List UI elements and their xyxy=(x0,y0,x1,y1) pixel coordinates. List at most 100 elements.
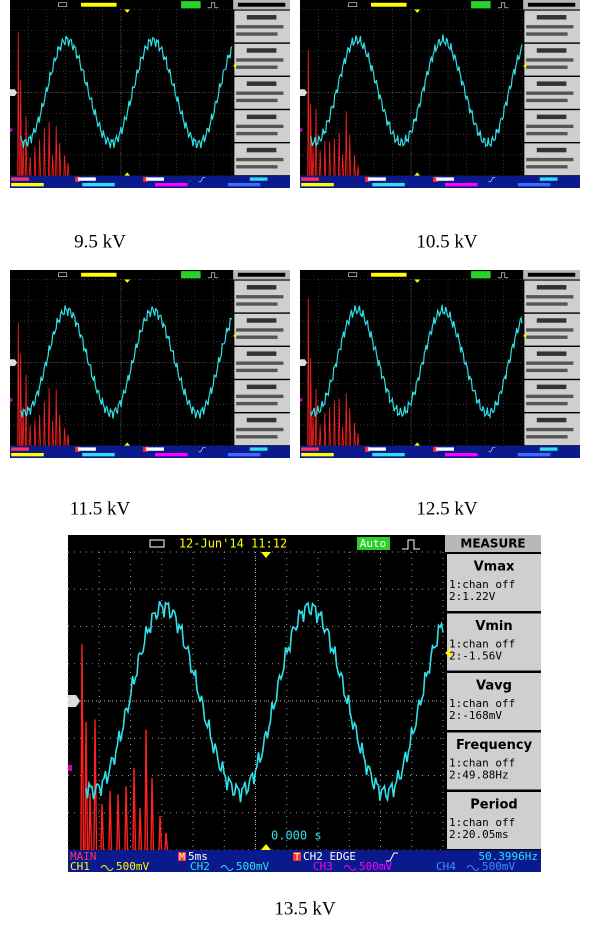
menu-text-block xyxy=(526,302,568,306)
ch1-trace xyxy=(333,400,336,446)
ch1-trace xyxy=(158,816,163,851)
menu-text-block xyxy=(236,65,278,69)
oscilloscope-screen: 12-Jun'14 11:12 Auto MEASURE Vmax 1:chan off… xyxy=(67,535,541,873)
status-text-block xyxy=(445,452,478,457)
coupling-icon xyxy=(100,865,114,871)
ch1-trace xyxy=(84,722,89,851)
measure-value: 1:chan off xyxy=(449,697,515,710)
status-bar xyxy=(10,0,232,10)
usb-icon xyxy=(348,272,358,277)
trigger-position-marker xyxy=(124,9,131,13)
menu-text-block xyxy=(236,165,278,169)
menu-text-block xyxy=(236,32,278,36)
status-text-block xyxy=(301,177,319,181)
ch1-trace xyxy=(341,154,344,176)
trigger-position-marker xyxy=(414,442,421,446)
status-text-block xyxy=(517,452,551,457)
ch1-trace xyxy=(93,719,98,851)
ch1-trace xyxy=(345,111,348,176)
menu-text-block xyxy=(536,114,567,120)
measure-value: 1:chan off xyxy=(449,578,515,591)
coupling-icon xyxy=(343,865,357,871)
status-text-block xyxy=(301,447,319,451)
status-bar xyxy=(68,535,443,552)
ch1-trace xyxy=(38,139,41,176)
ch1-trace xyxy=(314,388,318,446)
ch1-trace xyxy=(55,389,58,446)
menu-text-block xyxy=(236,58,284,62)
menu-text-block xyxy=(246,285,277,290)
menu-button xyxy=(447,732,541,790)
trigger-position-marker xyxy=(414,172,421,176)
status-text-block xyxy=(249,447,268,451)
menu-text-block xyxy=(536,48,567,53)
ch1-trace xyxy=(43,127,46,176)
measure-name: Period xyxy=(470,798,517,813)
menu-text-block xyxy=(536,285,567,290)
ch1-trace xyxy=(132,768,137,851)
badge xyxy=(433,176,438,182)
menu-text-block xyxy=(236,368,278,373)
menu-text-block xyxy=(526,435,568,439)
ch1-trace xyxy=(17,322,20,446)
status-text-block xyxy=(372,182,405,187)
ch1-trace xyxy=(43,401,46,446)
mode: Auto xyxy=(360,537,387,550)
ch2-trace xyxy=(310,34,523,148)
menu-text-block xyxy=(526,58,574,62)
ch1-trace xyxy=(17,32,20,176)
ch1-trace xyxy=(24,115,28,176)
badge xyxy=(365,446,370,452)
status-text-block xyxy=(81,272,117,277)
menu-pointer xyxy=(233,63,237,69)
ch1-trace xyxy=(58,414,62,446)
trigger-icon xyxy=(207,272,219,279)
ch1-trace xyxy=(312,415,315,446)
status-text-block xyxy=(155,182,188,187)
status-bar xyxy=(300,0,522,10)
menu-text-block xyxy=(237,272,286,277)
ch1-trace xyxy=(33,419,37,446)
ch1-trace xyxy=(88,793,93,851)
timebase: 5ms xyxy=(188,850,208,863)
ch1-trace xyxy=(338,132,341,176)
ch1-trace xyxy=(150,778,155,851)
mode-box xyxy=(471,271,491,279)
menu-text-block xyxy=(246,48,277,53)
menu-text-block xyxy=(526,401,568,406)
timebase-badge: M xyxy=(179,852,185,863)
menu-text-block xyxy=(536,351,567,356)
status-text-block xyxy=(227,182,261,187)
menu-text-block xyxy=(526,368,568,373)
channel-name: CH2 xyxy=(190,860,210,873)
menu-pointer xyxy=(523,333,527,339)
ch1-trace xyxy=(108,790,113,851)
ch1-trace xyxy=(67,162,70,176)
menu-text-block xyxy=(536,15,567,20)
trigger-position-marker xyxy=(414,279,421,283)
ch1-trace xyxy=(353,155,356,176)
badge xyxy=(143,176,148,182)
menu-text-block xyxy=(526,131,568,136)
timebase-label: MAIN xyxy=(70,850,97,863)
ch1-trace xyxy=(24,374,28,446)
badge xyxy=(365,176,370,182)
ch1-trace xyxy=(51,154,54,176)
menu-text-block xyxy=(236,91,284,95)
measure-value: 2:-1.56V xyxy=(449,650,502,663)
ch1-trace xyxy=(144,729,149,851)
menu-text-block xyxy=(236,124,284,129)
ch1-trace xyxy=(19,353,22,446)
badge xyxy=(293,852,301,861)
menu-text-block xyxy=(236,25,284,29)
ch1-trace xyxy=(116,794,121,851)
status-text-block xyxy=(78,177,96,181)
channel-name: CH1 xyxy=(70,860,90,873)
menu-text-block xyxy=(236,131,278,136)
status-text-block xyxy=(372,452,405,457)
frequency: 50.3996Hz xyxy=(478,850,538,863)
caption: 9.5 kV xyxy=(74,231,126,252)
menu-text-block xyxy=(236,328,284,332)
mode-box xyxy=(181,1,201,9)
